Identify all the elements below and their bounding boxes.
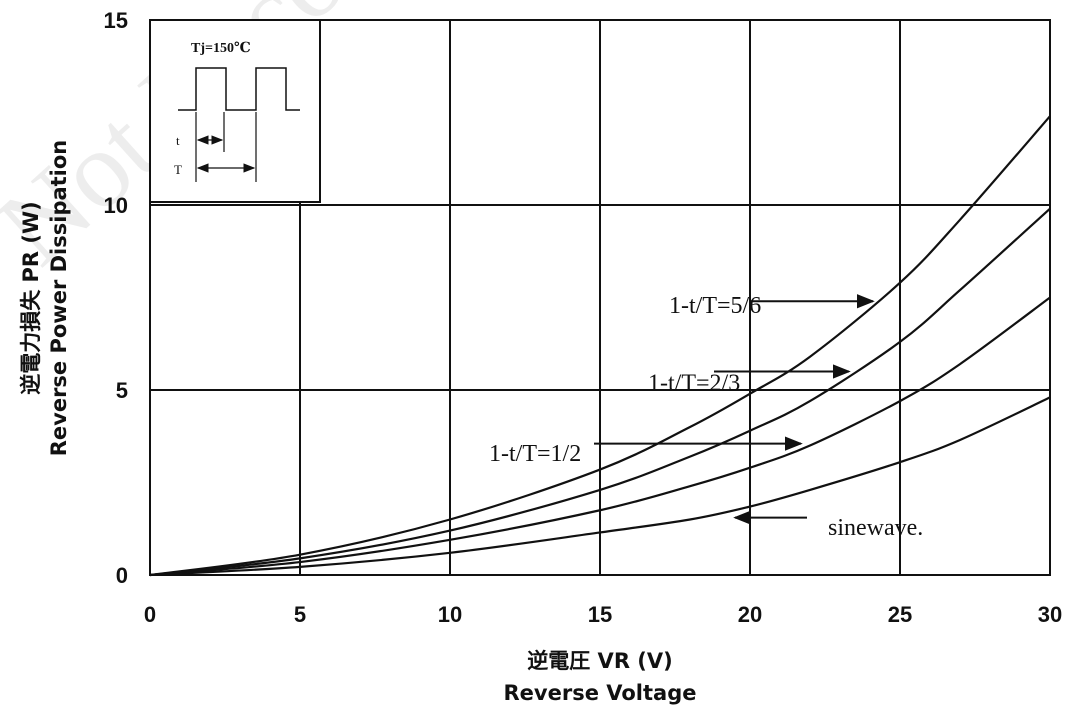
- annotation-label: 1-t/T=1/2: [489, 441, 581, 467]
- series-line-1: [149, 207, 1051, 577]
- series-line-0: [149, 115, 1051, 577]
- series-group: [149, 115, 1051, 577]
- timing-inset: Tj=150℃ t T: [149, 19, 321, 203]
- y-tick-label: 10: [104, 193, 128, 218]
- x-tick-label: 20: [738, 602, 762, 627]
- series-line-2: [149, 296, 1051, 577]
- y-tick-labels: 0 5 10 15: [104, 8, 128, 588]
- inset-waveform: [178, 67, 300, 111]
- y-axis-title: 逆電力損失 PR (W): [19, 201, 43, 395]
- annotation-label: 1-t/T=2/3: [648, 371, 740, 397]
- y-tick-label: 15: [104, 8, 128, 33]
- inset-t-label: t: [176, 133, 180, 148]
- inset-title: Tj=150℃: [191, 41, 251, 56]
- annotation-label: sinewave.: [828, 515, 923, 541]
- x-tick-label: 25: [888, 602, 912, 627]
- x-tick-label: 0: [144, 602, 156, 627]
- grid: [150, 20, 1050, 575]
- x-tick-label: 15: [588, 602, 612, 627]
- y-tick-label: 0: [116, 563, 128, 588]
- series-line-3: [149, 396, 1051, 577]
- inset-T-label: T: [174, 162, 182, 177]
- x-axis-title: 逆電圧 VR (V): [527, 649, 673, 673]
- x-axis-title-en: Reverse Voltage: [504, 681, 697, 705]
- x-tick-label: 30: [1038, 602, 1062, 627]
- watermark: Not Recommended: [0, 0, 689, 288]
- x-tick-label: 10: [438, 602, 462, 627]
- x-tick-label: 5: [294, 602, 306, 627]
- annotations: 1-t/T=5/6 1-t/T=2/3 1-t/T=1/2 sinewave.: [489, 293, 923, 541]
- annotation-label: 1-t/T=5/6: [669, 293, 761, 319]
- y-axis-title-en: Reverse Power Dissipation: [47, 140, 71, 457]
- y-tick-label: 5: [116, 378, 128, 403]
- x-tick-labels: 0 5 10 15 20 25 30: [144, 602, 1062, 627]
